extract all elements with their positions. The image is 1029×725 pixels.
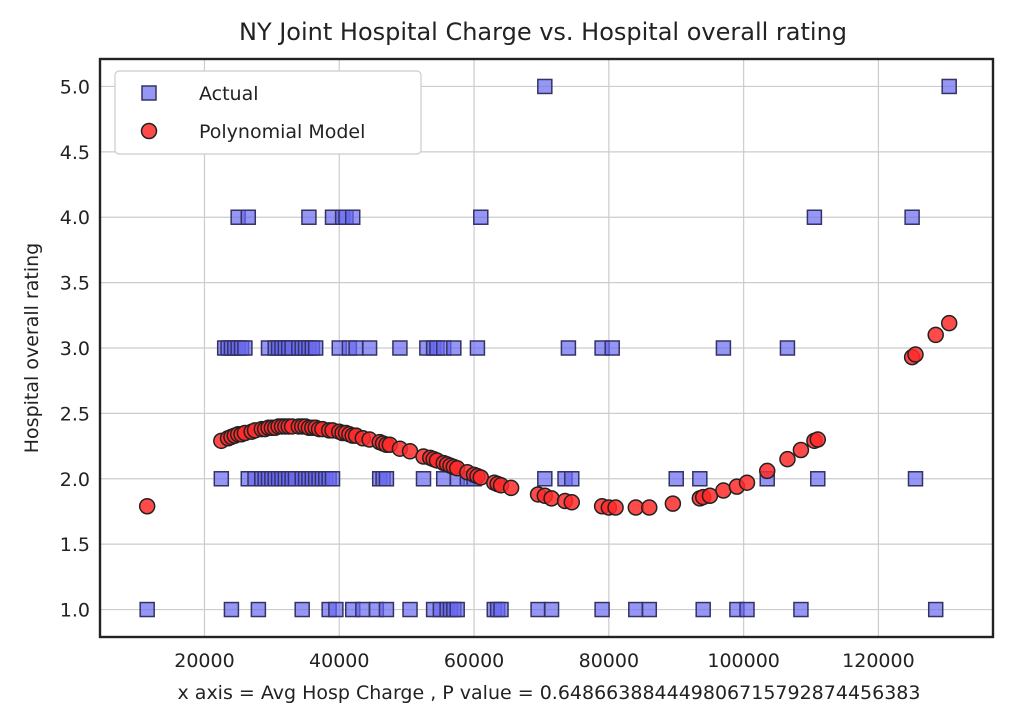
legend-marker-actual	[141, 85, 157, 101]
actual-point	[604, 340, 620, 356]
actual-point	[328, 601, 344, 618]
model-point	[715, 482, 732, 499]
actual-point	[237, 340, 253, 356]
actual-point	[435, 471, 452, 487]
y-tick-label: 1.5	[60, 534, 90, 556]
y-axis-ticks: 1.0 1.5 2.0 2.5 3.0 3.5 4.0 4.5 5.0	[60, 76, 90, 621]
actual-point	[779, 340, 796, 356]
actual-point	[810, 471, 826, 487]
series-actual	[139, 78, 957, 618]
model-point	[641, 499, 658, 516]
actual-point	[715, 340, 732, 356]
x-axis-ticks: 20000 40000 60000 80000 100000 120000	[174, 650, 914, 672]
actual-point	[240, 209, 257, 225]
x-tick-label: 80000	[579, 650, 639, 672]
actual-point	[355, 601, 371, 618]
y-tick-label: 1.0	[60, 600, 90, 622]
actual-point	[628, 601, 644, 618]
actual-point	[739, 601, 755, 618]
actual-point	[250, 601, 267, 618]
actual-point	[446, 340, 462, 356]
series-polynomial-model	[138, 314, 958, 516]
actual-point	[361, 340, 378, 356]
actual-point	[907, 471, 924, 487]
actual-point	[223, 601, 240, 618]
actual-point	[415, 471, 432, 487]
model-point	[664, 495, 682, 512]
actual-point	[307, 340, 324, 356]
chart-title: NY Joint Hospital Charge vs. Hospital ov…	[239, 18, 847, 46]
actual-point	[493, 601, 509, 618]
actual-point	[695, 601, 711, 618]
actual-point	[449, 601, 465, 618]
y-axis-label: Hospital overall rating	[21, 243, 43, 453]
actual-point	[392, 340, 408, 356]
legend-box	[114, 70, 422, 155]
actual-point	[348, 340, 364, 356]
actual-point	[324, 471, 341, 487]
actual-point	[668, 471, 684, 487]
actual-point	[301, 209, 317, 225]
model-point	[907, 346, 924, 363]
actual-point	[537, 78, 553, 95]
actual-point	[473, 209, 489, 225]
model-point	[738, 474, 756, 491]
model-point	[563, 494, 581, 511]
actual-point	[402, 601, 418, 618]
actual-point	[543, 601, 560, 618]
actual-point	[564, 471, 580, 487]
x-tick-label: 100000	[707, 650, 780, 672]
legend-label-actual: Actual	[199, 83, 259, 105]
x-axis-label: x axis = Avg Hosp Charge , P value = 0.6…	[178, 682, 921, 704]
y-tick-label: 4.5	[60, 142, 90, 164]
actual-point	[344, 209, 361, 225]
plot-frame	[98, 57, 995, 639]
y-tick-label: 5.0	[60, 76, 90, 98]
legend: Actual Polynomial Model	[114, 70, 422, 155]
actual-point	[294, 601, 310, 618]
model-point	[607, 499, 624, 516]
actual-point	[378, 601, 395, 618]
actual-point	[692, 471, 708, 487]
actual-point	[537, 471, 553, 487]
actual-point	[904, 209, 920, 225]
y-tick-label: 4.0	[60, 207, 90, 229]
model-point	[940, 314, 958, 332]
actual-point	[941, 78, 957, 95]
actual-point	[927, 601, 944, 618]
legend-label-polynomial-model: Polynomial Model	[199, 121, 365, 143]
actual-point	[139, 601, 155, 618]
data-points	[138, 78, 958, 618]
y-tick-label: 3.0	[60, 338, 90, 360]
model-point	[792, 441, 810, 459]
x-tick-label: 20000	[174, 650, 234, 672]
actual-point	[469, 340, 486, 356]
x-tick-label: 120000	[842, 650, 915, 672]
model-point	[502, 479, 520, 497]
actual-point	[530, 601, 546, 618]
legend-marker-polynomial-model	[140, 122, 158, 140]
x-tick-label: 40000	[309, 650, 369, 672]
model-point	[927, 326, 944, 344]
actual-point	[641, 601, 658, 618]
actual-point	[806, 209, 823, 225]
model-point	[758, 462, 776, 480]
actual-point	[560, 340, 577, 356]
model-point	[138, 497, 156, 515]
y-tick-label: 2.5	[60, 403, 90, 425]
y-tick-label: 2.0	[60, 469, 90, 491]
actual-point	[793, 601, 809, 618]
y-tick-label: 3.5	[60, 273, 90, 295]
actual-point	[594, 601, 610, 618]
actual-point	[213, 471, 230, 487]
actual-point	[378, 471, 395, 487]
model-point	[809, 431, 827, 448]
x-tick-label: 60000	[444, 650, 504, 672]
model-point	[779, 450, 796, 468]
model-point	[543, 490, 560, 507]
